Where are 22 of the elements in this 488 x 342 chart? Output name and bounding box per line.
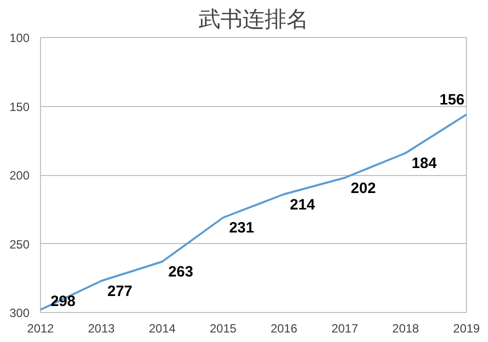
y-tick-label: 200 <box>9 168 30 182</box>
y-tick-label: 300 <box>9 306 30 320</box>
data-label: 156 <box>439 92 465 108</box>
data-label: 231 <box>229 220 254 237</box>
x-tick-label: 2017 <box>331 322 358 336</box>
data-label: 184 <box>412 155 438 172</box>
x-tick-label: 2015 <box>210 322 237 336</box>
data-label: 263 <box>168 264 194 281</box>
y-tick-label: 100 <box>9 31 30 45</box>
x-tick-label: 2014 <box>148 322 176 336</box>
y-tick-label: 150 <box>9 100 30 114</box>
line-series <box>40 114 466 311</box>
x-tick-label: 2016 <box>270 322 298 336</box>
y-tick-label: 250 <box>9 237 30 252</box>
x-tick-label: 2013 <box>88 322 116 336</box>
data-label: 214 <box>290 196 316 214</box>
x-tick-label: 2012 <box>27 322 54 336</box>
chart-title: 武书连排名 <box>198 8 308 32</box>
data-label: 277 <box>107 282 132 300</box>
x-tick-label: 2018 <box>392 322 420 336</box>
x-tick-label: 2019 <box>453 322 480 336</box>
data-label: 202 <box>350 180 376 197</box>
